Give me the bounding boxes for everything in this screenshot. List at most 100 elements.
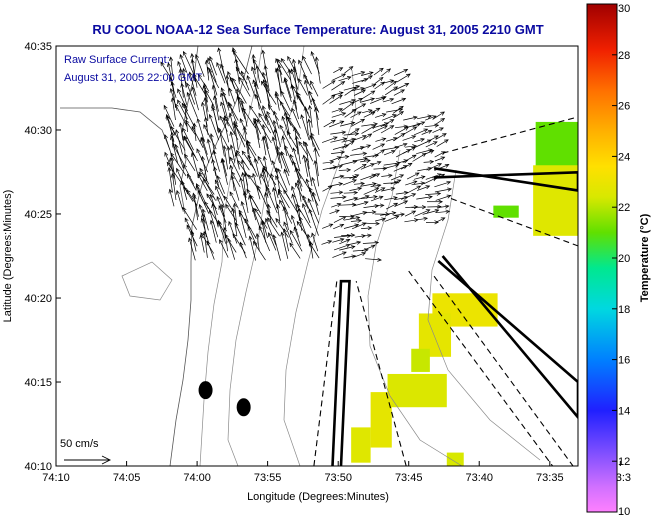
- current-vector-shaft: [258, 225, 271, 252]
- current-vector: [373, 203, 385, 208]
- current-vector-shaft: [275, 58, 283, 76]
- current-vector: [250, 66, 259, 90]
- current-vector-shaft: [294, 227, 302, 247]
- current-vector: [395, 124, 409, 129]
- current-vector: [275, 203, 281, 224]
- current-vector-shaft: [232, 233, 246, 254]
- current-vector-head: [229, 164, 234, 170]
- current-vector-head: [341, 130, 347, 135]
- current-vector-shaft: [331, 92, 344, 96]
- current-vector-head: [352, 179, 357, 184]
- current-vector: [307, 104, 313, 128]
- current-vector: [240, 200, 249, 223]
- current-vector: [308, 90, 320, 113]
- current-vector: [216, 195, 226, 217]
- current-vector-head: [296, 220, 301, 226]
- current-vector: [403, 115, 418, 121]
- current-vector-shaft: [314, 147, 319, 177]
- current-vector-shaft: [203, 85, 209, 112]
- track-dashed: [355, 281, 407, 466]
- current-vector-head: [447, 187, 452, 192]
- current-vector-head: [183, 135, 188, 141]
- current-vector-head: [445, 209, 451, 214]
- current-vector-head: [363, 157, 368, 162]
- current-vector-shaft: [167, 63, 175, 90]
- current-vector: [390, 174, 405, 181]
- current-vector-shaft: [283, 189, 298, 213]
- current-vector-shaft: [360, 183, 377, 187]
- current-vector-head: [360, 118, 366, 123]
- current-vector-shaft: [361, 123, 378, 127]
- current-vector-shaft: [283, 221, 293, 244]
- current-vector: [166, 161, 184, 186]
- current-vector: [252, 240, 266, 261]
- current-vector-head: [254, 93, 259, 99]
- current-vector-head: [211, 103, 216, 109]
- current-vector-head: [296, 203, 301, 209]
- current-vector-head: [281, 115, 286, 121]
- current-vector: [296, 94, 309, 114]
- current-vector-head: [238, 96, 243, 102]
- current-vector: [262, 155, 269, 178]
- current-vector-head: [393, 202, 399, 207]
- current-vector: [343, 190, 359, 195]
- current-vector-head: [204, 59, 209, 65]
- current-vector-shaft: [436, 139, 449, 147]
- current-vector-head: [208, 113, 213, 119]
- current-vector: [374, 113, 387, 118]
- current-vector-shaft: [434, 156, 445, 162]
- current-vector: [405, 204, 419, 210]
- current-vector-head: [303, 106, 308, 111]
- current-vector-head: [267, 232, 272, 237]
- current-vector: [331, 107, 344, 113]
- current-vector: [232, 77, 247, 104]
- current-vector-shaft: [248, 195, 257, 221]
- current-vector-head: [386, 68, 392, 73]
- current-vector-shaft: [202, 213, 207, 238]
- current-vector-shaft: [373, 204, 384, 207]
- current-vector-head: [184, 217, 189, 223]
- current-vector-shaft: [251, 66, 259, 90]
- current-vector-head: [354, 128, 360, 133]
- current-vector-shaft: [268, 204, 272, 225]
- current-vector-head: [219, 239, 223, 244]
- current-vector-shaft: [375, 218, 386, 222]
- current-vector-head: [264, 191, 269, 197]
- current-vector-shaft: [252, 54, 256, 74]
- current-vector-head: [331, 119, 336, 124]
- current-vector-shaft: [217, 175, 225, 194]
- current-vector-head: [341, 73, 347, 78]
- current-vector-shaft: [352, 158, 368, 162]
- current-vector-shaft: [275, 218, 289, 238]
- current-vector-shaft: [362, 133, 372, 141]
- current-vector: [353, 163, 367, 172]
- current-vector-shaft: [294, 127, 299, 155]
- current-vector: [331, 81, 346, 91]
- current-vector: [381, 79, 395, 85]
- current-vector-shaft: [278, 191, 289, 215]
- current-vector-shaft: [434, 181, 451, 188]
- current-vector-shaft: [236, 150, 250, 171]
- current-vector-shaft: [255, 94, 267, 121]
- current-vector-shaft: [434, 188, 452, 193]
- current-vector: [362, 210, 377, 215]
- colorbar-tick-label: 18: [618, 304, 630, 316]
- current-vector: [235, 66, 248, 84]
- current-vector-head: [168, 188, 173, 194]
- current-vector: [343, 223, 360, 229]
- current-vector-shaft: [179, 123, 184, 141]
- current-vector: [332, 237, 345, 243]
- current-vector: [229, 156, 241, 179]
- current-vector: [349, 240, 362, 245]
- current-vector-shaft: [344, 87, 357, 96]
- current-vector-shaft: [278, 189, 290, 209]
- current-vector-head: [167, 166, 172, 172]
- current-vector-shaft: [169, 189, 175, 207]
- current-vector-head: [344, 154, 350, 159]
- current-vector: [421, 129, 433, 135]
- current-vector-shaft: [219, 115, 228, 132]
- sst-patch: [493, 205, 519, 218]
- current-vector: [359, 97, 376, 103]
- current-vector-shaft: [224, 234, 237, 253]
- x-tick-label: 73:35: [536, 472, 564, 484]
